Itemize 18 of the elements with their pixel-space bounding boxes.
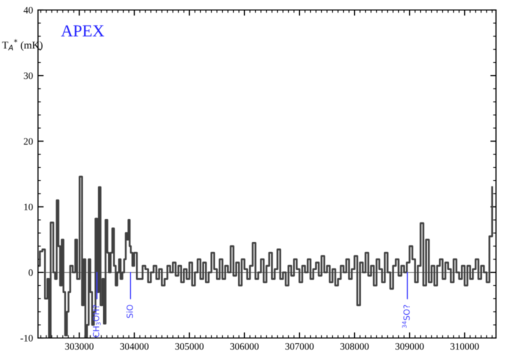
x-tick-label: 303000: [65, 343, 94, 350]
annotation: APEX: [61, 25, 104, 36]
y-tick-label: 20: [24, 138, 33, 145]
x-tick-label: 309000: [395, 343, 424, 350]
x-tick-label: 310000: [450, 343, 479, 350]
annotation: $^{34}$SO?: [402, 305, 410, 328]
x-tick-label: 308000: [340, 343, 369, 350]
annotation: SiO: [126, 304, 133, 318]
x-tick-label: 304000: [120, 343, 149, 350]
x-tick-label: 306000: [230, 343, 259, 350]
y-tick-label: -10: [20, 334, 33, 342]
x-tick-label: 305000: [175, 343, 204, 350]
y-tick-label: 10: [24, 204, 33, 210]
y-tick-label: 40: [24, 6, 33, 14]
annotation: CH$_{3}$OH?: [92, 304, 101, 338]
y-tick-label: 0: [28, 269, 33, 276]
x-tick-label: 307000: [285, 343, 314, 350]
y-tick-label: 30: [24, 72, 33, 80]
